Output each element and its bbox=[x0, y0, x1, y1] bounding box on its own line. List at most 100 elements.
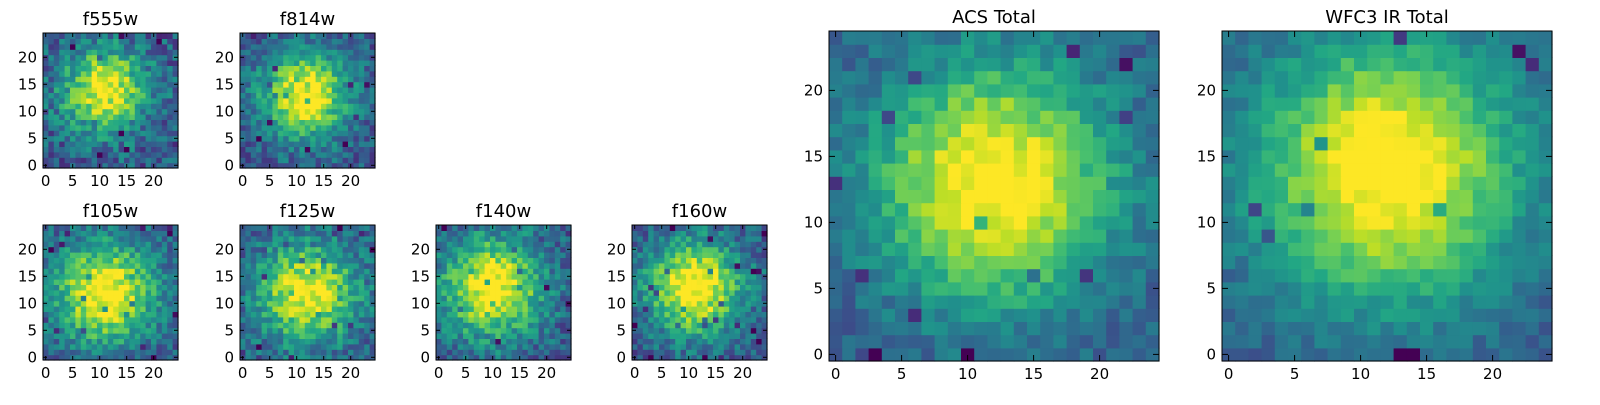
heatmap-cell bbox=[539, 317, 545, 323]
heatmap-cell bbox=[447, 322, 453, 328]
heatmap-cell bbox=[310, 141, 316, 147]
heatmap-cell bbox=[517, 274, 523, 280]
heatmap-cell bbox=[724, 247, 730, 253]
heatmap-cell bbox=[485, 284, 491, 290]
heatmap-cell bbox=[167, 141, 173, 147]
heatmap-cell bbox=[364, 114, 370, 120]
heatmap-cell bbox=[70, 230, 76, 236]
heatmap-cell bbox=[908, 242, 922, 256]
heatmap-cell bbox=[364, 279, 370, 285]
heatmap-cell bbox=[343, 103, 349, 109]
heatmap-cell bbox=[1499, 229, 1513, 243]
heatmap-cell bbox=[474, 311, 480, 317]
heatmap-cell bbox=[135, 44, 141, 50]
heatmap-cell bbox=[299, 344, 305, 350]
heatmap-cell bbox=[479, 290, 485, 296]
heatmap-cell bbox=[124, 284, 130, 290]
heatmap-cell bbox=[167, 55, 173, 61]
heatmap-cell bbox=[75, 290, 81, 296]
heatmap-cell bbox=[718, 268, 724, 274]
heatmap-cell bbox=[474, 279, 480, 285]
heatmap-cell bbox=[560, 317, 566, 323]
heatmap-cell bbox=[1460, 282, 1474, 296]
heatmap-cell bbox=[708, 349, 714, 355]
heatmap-cell bbox=[364, 87, 370, 93]
heatmap-cell bbox=[156, 322, 162, 328]
heatmap-cell bbox=[348, 333, 354, 339]
heatmap-cell bbox=[713, 349, 719, 355]
heatmap-cell bbox=[452, 252, 458, 258]
heatmap-cell bbox=[1394, 163, 1408, 177]
heatmap-cell bbox=[842, 321, 856, 335]
heatmap-cell bbox=[156, 306, 162, 312]
heatmap-cell bbox=[691, 328, 697, 334]
heatmap-cell bbox=[59, 92, 65, 98]
heatmap-cell bbox=[59, 109, 65, 115]
heatmap-cell bbox=[162, 65, 168, 71]
heatmap-cell bbox=[294, 311, 300, 317]
heatmap-cell bbox=[756, 344, 762, 350]
heatmap-cell bbox=[278, 268, 284, 274]
heatmap-cell bbox=[240, 125, 246, 131]
heatmap-cell bbox=[729, 257, 735, 263]
heatmap-cell bbox=[310, 236, 316, 242]
heatmap-cell bbox=[533, 225, 539, 231]
heatmap-cell bbox=[1288, 308, 1302, 322]
heatmap-cell bbox=[549, 274, 555, 280]
heatmap-cell bbox=[654, 263, 660, 269]
heatmap-cell bbox=[321, 119, 327, 125]
heatmap-cell bbox=[895, 255, 909, 269]
heatmap-cell bbox=[1001, 335, 1015, 349]
heatmap-cell bbox=[961, 44, 975, 58]
heatmap-cell bbox=[659, 333, 665, 339]
heatmap-cell bbox=[735, 284, 741, 290]
heatmap-cell bbox=[1446, 189, 1460, 203]
heatmap-cell bbox=[108, 38, 114, 44]
heatmap-cell bbox=[729, 338, 735, 344]
heatmap-cell bbox=[151, 230, 157, 236]
heatmap-cell bbox=[855, 229, 869, 243]
heatmap-cell bbox=[729, 301, 735, 307]
heatmap-cell bbox=[751, 349, 757, 355]
heatmap-cell bbox=[129, 33, 135, 39]
heatmap-cell bbox=[283, 49, 289, 55]
heatmap-cell bbox=[48, 295, 54, 301]
heatmap-cell bbox=[517, 268, 523, 274]
heatmap-cell bbox=[289, 306, 295, 312]
heatmap-cell bbox=[151, 82, 157, 88]
heatmap-cell bbox=[332, 338, 338, 344]
heatmap-cell bbox=[458, 263, 464, 269]
heatmap-cell bbox=[359, 230, 365, 236]
heatmap-cell bbox=[135, 322, 141, 328]
heatmap-cell bbox=[724, 290, 730, 296]
heatmap-cell bbox=[359, 65, 365, 71]
heatmap-cell bbox=[1341, 189, 1355, 203]
heatmap-cell bbox=[278, 257, 284, 263]
heatmap-cell bbox=[659, 241, 665, 247]
heatmap-cell bbox=[113, 317, 119, 323]
heatmap-cell bbox=[54, 252, 60, 258]
heatmap-cell bbox=[364, 225, 370, 231]
heatmap-cell bbox=[533, 263, 539, 269]
heatmap-cells bbox=[240, 33, 376, 169]
heatmap-cell bbox=[637, 252, 643, 258]
heatmap-cell bbox=[1040, 137, 1054, 151]
heatmap-cell bbox=[664, 268, 670, 274]
y-tick-label: 15 bbox=[18, 75, 37, 93]
heatmap-cell bbox=[65, 279, 71, 285]
heatmap-cell bbox=[299, 241, 305, 247]
heatmap-cell bbox=[267, 322, 273, 328]
heatmap-cell bbox=[272, 295, 278, 301]
heatmap-cell bbox=[533, 257, 539, 263]
heatmap-cell bbox=[506, 317, 512, 323]
heatmap-cell bbox=[485, 338, 491, 344]
heatmap-cell bbox=[474, 290, 480, 296]
heatmap-cell bbox=[162, 322, 168, 328]
heatmap-cell bbox=[1235, 229, 1249, 243]
heatmap-cell bbox=[869, 335, 883, 349]
heatmap-cell bbox=[1106, 163, 1120, 177]
heatmap-cell bbox=[1001, 295, 1015, 309]
heatmap-cell bbox=[718, 338, 724, 344]
heatmap-cell bbox=[267, 136, 273, 142]
heatmap-cell bbox=[337, 328, 343, 334]
